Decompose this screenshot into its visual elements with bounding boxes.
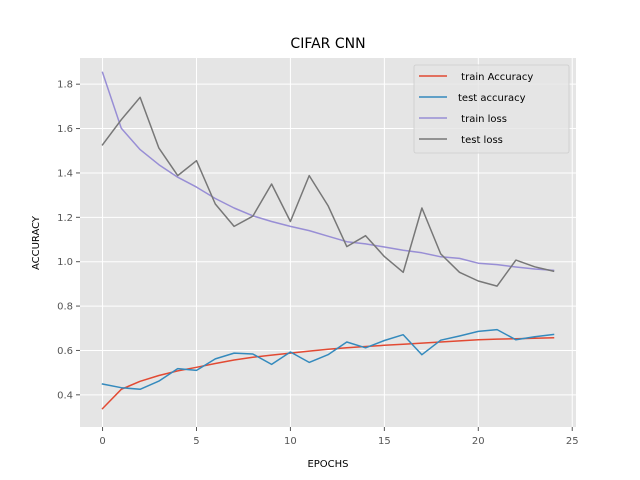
x-tick-label: 5 — [193, 436, 199, 447]
y-tick-label: 1.0 — [57, 257, 73, 268]
legend-label-2: train loss — [458, 114, 507, 125]
x-tick-label: 0 — [99, 436, 105, 447]
y-axis-label: ACCURACY — [31, 215, 42, 270]
series-line-1 — [101, 328, 555, 391]
x-axis-label: EPOCHS — [307, 459, 348, 470]
y-tick-label: 0.6 — [57, 346, 73, 357]
series-line-2 — [101, 71, 555, 272]
legend-label-1: test accuracy — [458, 93, 526, 104]
axis-ticks: 0 5 10 15 20 25 0.4 0.6 0.8 1.0 1.2 1.4 1.6 1.8 — [57, 80, 579, 447]
y-tick-label: 0.4 — [57, 390, 73, 401]
y-tick-label: 1.4 — [57, 168, 73, 179]
series-line-3 — [101, 96, 555, 287]
y-tick-label: 1.2 — [57, 213, 73, 224]
series-lines — [101, 71, 555, 410]
x-tick-label: 15 — [378, 436, 391, 447]
y-tick-label: 0.8 — [57, 302, 73, 313]
legend: train Accuracy test accuracy train loss t… — [413, 64, 570, 154]
y-tick-label: 1.6 — [57, 124, 73, 135]
x-tick-label: 20 — [472, 436, 485, 447]
legend-box — [413, 64, 570, 154]
y-tick-label: 1.8 — [57, 80, 73, 91]
x-tick-label: 10 — [284, 436, 297, 447]
series-line-0 — [101, 337, 555, 410]
legend-label-3: test loss — [458, 135, 503, 146]
legend-label-0: train Accuracy — [458, 72, 533, 83]
chart-title: CIFAR CNN — [290, 36, 365, 52]
x-tick-label: 25 — [566, 436, 579, 447]
